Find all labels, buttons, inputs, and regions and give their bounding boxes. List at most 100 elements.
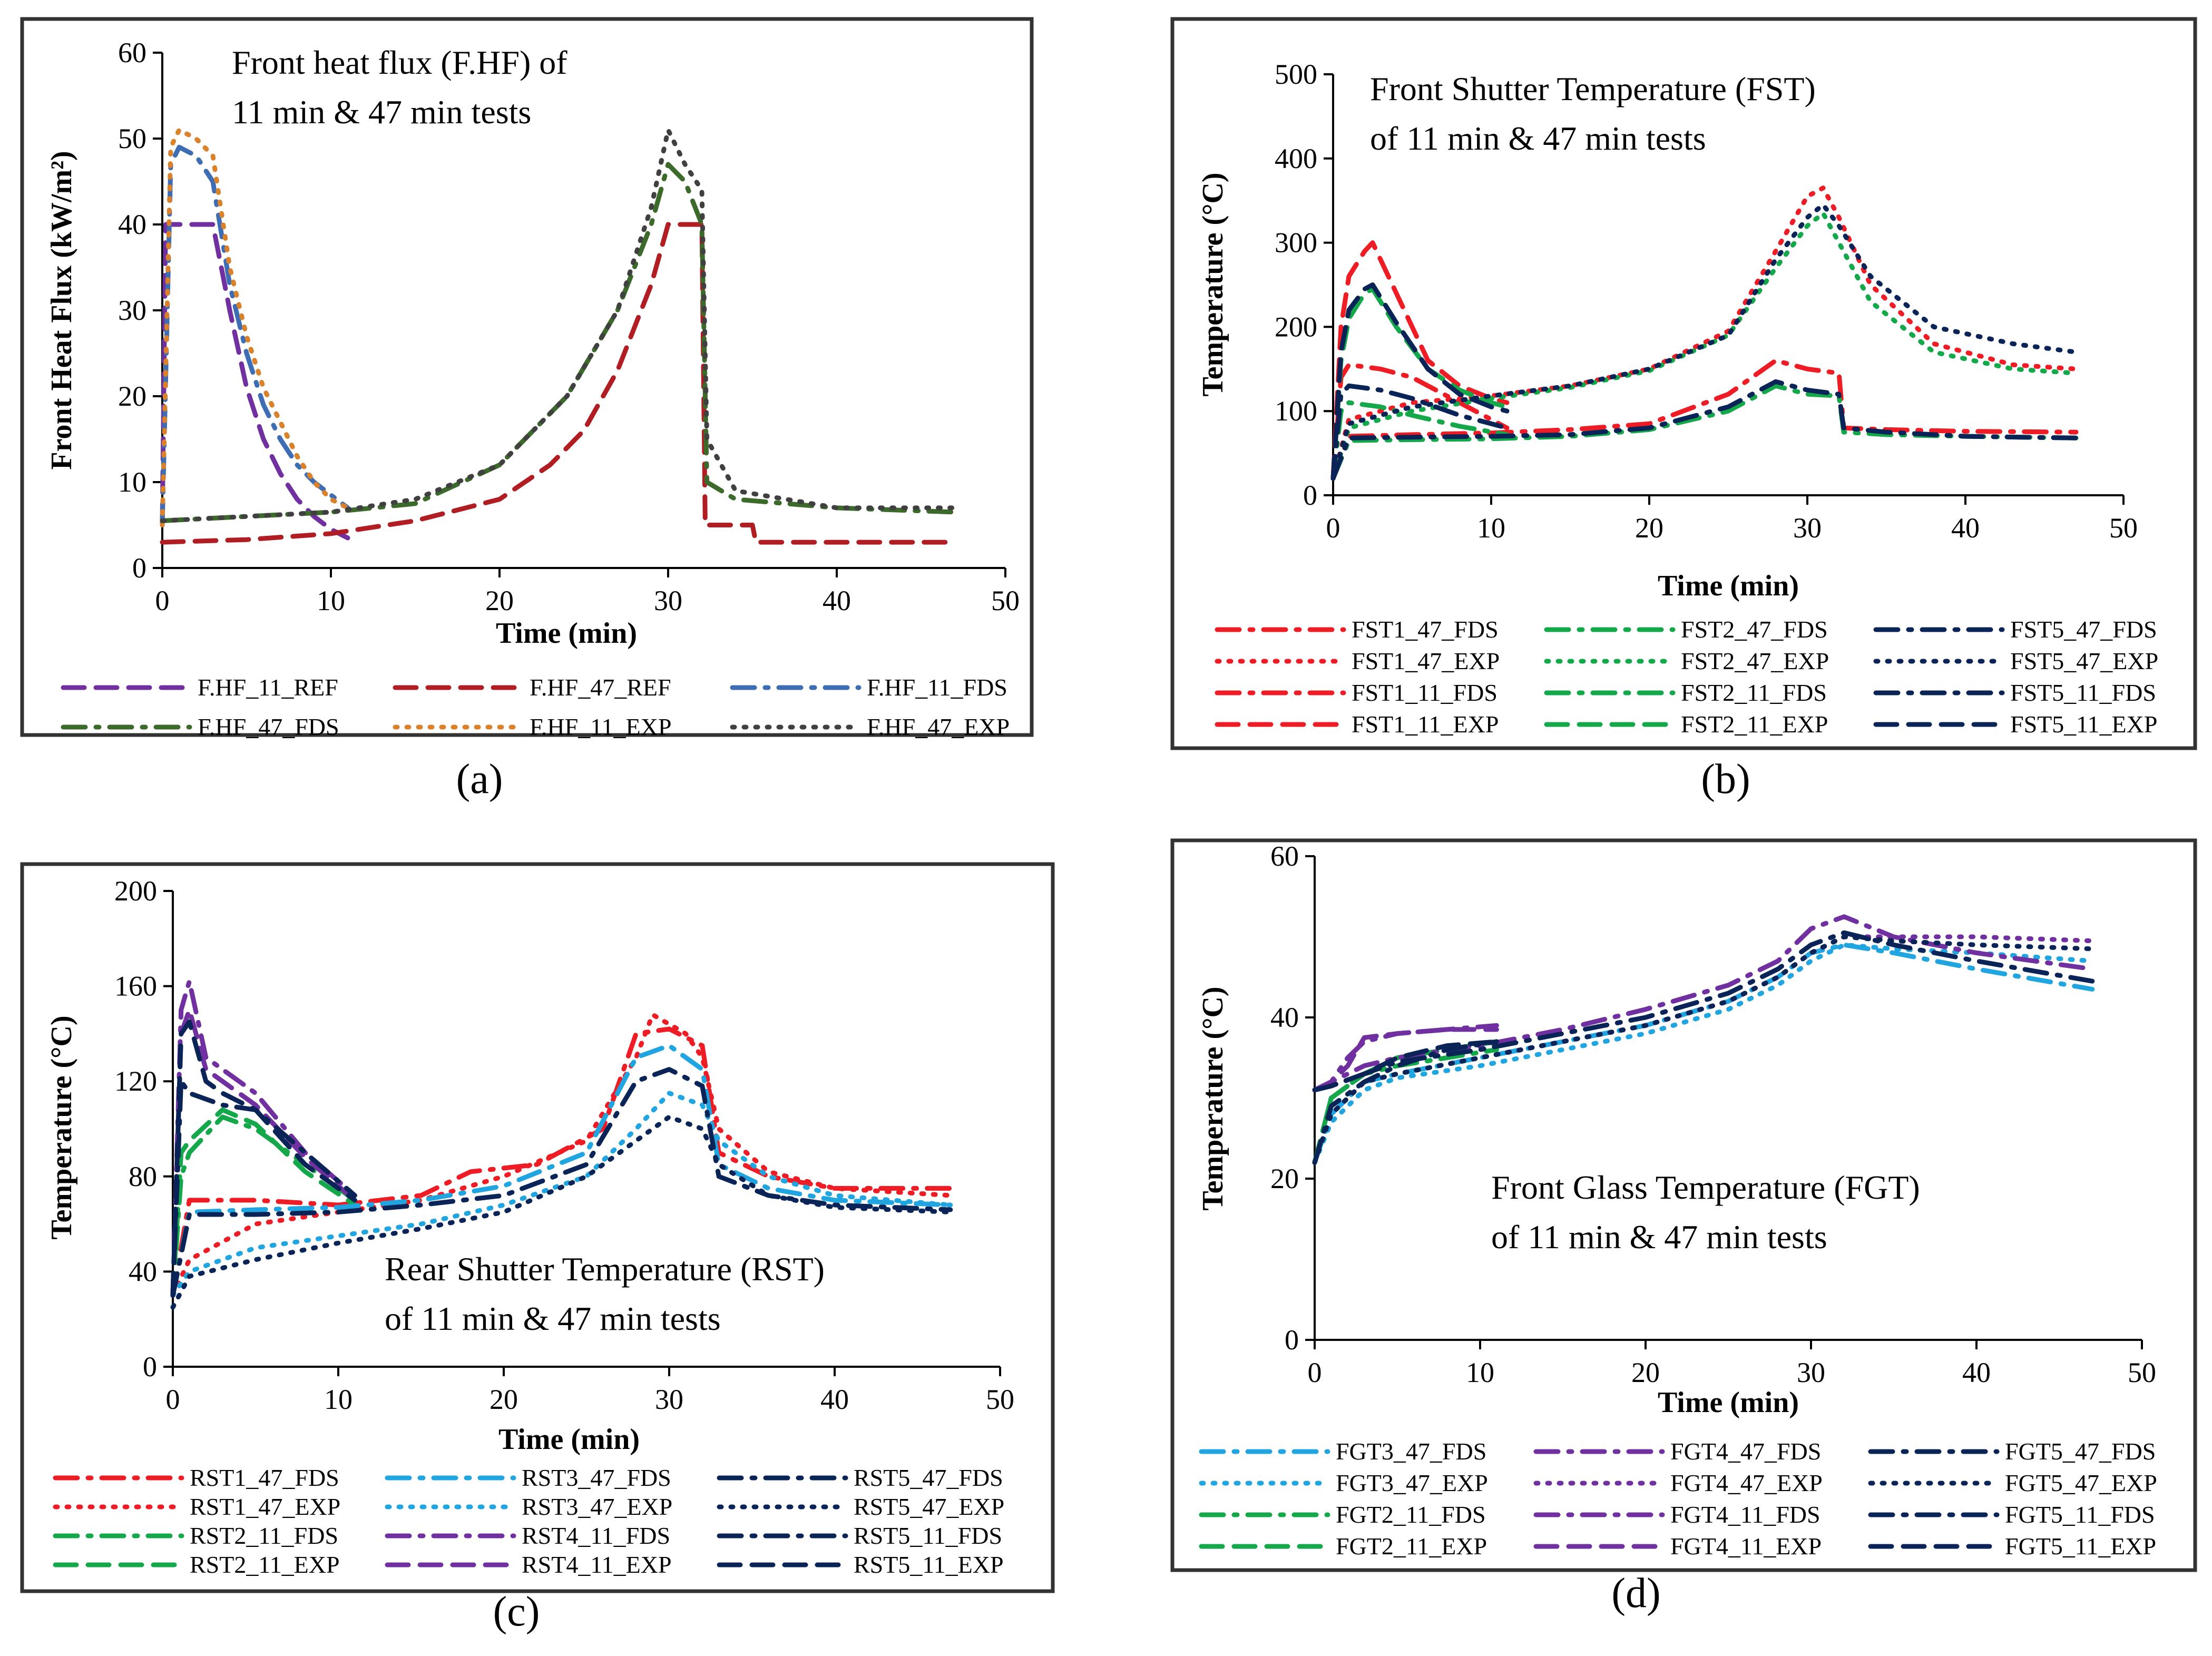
y-tick-label: 400 — [1275, 143, 1317, 174]
legend-label: F.HF_11_REF — [198, 674, 338, 701]
x-axis-title: Time (min) — [1658, 570, 1799, 602]
x-tick-label: 50 — [986, 1384, 1014, 1415]
chart-annotation: of 11 min & 47 min tests — [385, 1300, 721, 1337]
x-tick-label: 40 — [1951, 512, 1980, 544]
series-line-F.HF_11_EXP — [160, 128, 350, 527]
y-tick-label: 0 — [132, 552, 146, 584]
series-line-RST4_11_FDS — [170, 979, 357, 1298]
series-line-FST1_47_EXP — [1330, 185, 2079, 481]
y-tick-label: 20 — [118, 380, 146, 412]
series-line-RST3_47_FDS — [170, 1043, 953, 1298]
x-tick-label: 30 — [654, 585, 682, 616]
series-line-FGT5_11_EXP — [1312, 1039, 1499, 1093]
legend-label: FST5_47_EXP — [2010, 648, 2158, 674]
legend-label: FGT4_11_EXP — [1670, 1533, 1822, 1560]
x-tick-label: 10 — [1466, 1357, 1494, 1388]
x-tick-label: 10 — [1477, 512, 1505, 544]
y-axis-title: Temperature (°C) — [45, 1015, 78, 1239]
series-line-F.HF_11_FDS — [160, 144, 350, 527]
legend-label: FGT5_11_EXP — [2005, 1533, 2156, 1560]
legend-label: RST4_11_FDS — [522, 1522, 670, 1549]
y-axis-title: Temperature (°C) — [1197, 172, 1229, 396]
y-tick-label: 40 — [129, 1256, 157, 1287]
panel-frame — [20, 17, 1034, 737]
x-tick-label: 50 — [2109, 512, 2138, 544]
legend-label: RST3_47_EXP — [522, 1493, 672, 1520]
x-axis-title: Time (min) — [498, 1423, 640, 1456]
y-tick-label: 0 — [143, 1351, 157, 1383]
x-tick-label: 0 — [1308, 1357, 1322, 1388]
legend-label: FGT2_11_EXP — [1336, 1533, 1487, 1560]
y-tick-label: 10 — [118, 466, 146, 498]
series-line-FGT5_11_FDS — [1312, 1039, 1499, 1165]
y-tick-label: 0 — [1285, 1324, 1299, 1356]
x-tick-label: 10 — [324, 1384, 353, 1415]
y-tick-label: 300 — [1275, 227, 1317, 259]
x-tick-label: 10 — [317, 585, 345, 616]
legend-label: FGT5_11_FDS — [2005, 1501, 2155, 1528]
legend-label: F.HF_47_FDS — [198, 713, 339, 740]
series-line-FST5_11_FDS — [1330, 383, 1510, 481]
chart-annotation: of 11 min & 47 min tests — [1491, 1218, 1827, 1256]
series-line-F.HF_47_REF — [160, 222, 957, 545]
series-line-FST2_47_EXP — [1330, 211, 2079, 481]
x-tick-label: 20 — [1631, 1357, 1660, 1388]
legend-label: FST1_47_EXP — [1352, 648, 1500, 674]
legend-label: FGT5_47_FDS — [2005, 1438, 2156, 1465]
series-line-FGT4_47_EXP — [1312, 934, 2095, 1165]
chart-annotation: Front heat flux (F.HF) of — [232, 44, 567, 81]
legend-label: RST2_11_EXP — [190, 1551, 340, 1578]
chart-panel-b: 0 100 200 300 400 500 0 10 20 30 40 50 Time (min) Tem… — [1170, 17, 2197, 750]
series-line-RST1_47_EXP — [170, 1012, 953, 1298]
series-line-FGT5_47_FDS — [1312, 930, 2095, 1093]
x-tick-label: 30 — [655, 1384, 683, 1415]
panel-frame — [20, 862, 1055, 1593]
series-line-FST1_11_EXP — [1330, 240, 1510, 481]
y-tick-label: 30 — [118, 295, 146, 326]
panel-label: (c) — [493, 1589, 540, 1635]
panel-frame — [1170, 17, 2197, 750]
legend-label: FGT4_11_FDS — [1670, 1501, 1821, 1528]
legend-label: FST1_47_FDS — [1352, 616, 1499, 643]
series-line-RST5_47_EXP — [170, 1114, 953, 1310]
y-tick-label: 60 — [1270, 840, 1299, 872]
x-tick-label: 30 — [1797, 1357, 1825, 1388]
series-line-FST5_47_EXP — [1330, 202, 2079, 481]
y-tick-label: 20 — [1270, 1163, 1299, 1194]
x-tick-label: 20 — [1635, 512, 1663, 544]
legend-label: F.HF_47_EXP — [867, 713, 1010, 740]
legend-label: FGT3_47_EXP — [1336, 1469, 1488, 1496]
x-tick-label: 20 — [490, 1384, 518, 1415]
legend-label: FST2_47_EXP — [1681, 648, 1829, 674]
series-line-FGT4_47_FDS — [1312, 914, 2095, 1093]
series-line-FGT4_11_EXP — [1312, 1027, 1499, 1093]
legend-label: RST2_11_FDS — [190, 1522, 338, 1549]
y-tick-label: 200 — [1275, 311, 1317, 342]
y-axis-title: Temperature (°C) — [1197, 986, 1229, 1210]
series-line-FGT5_47_EXP — [1312, 934, 2095, 1165]
y-tick-label: 160 — [114, 971, 157, 1002]
x-tick-label: 30 — [1793, 512, 1822, 544]
series-line-FGT3_47_EXP — [1312, 942, 2095, 1165]
legend-label: FGT3_47_FDS — [1336, 1438, 1486, 1465]
legend-label: RST1_47_EXP — [190, 1493, 340, 1520]
series-line-RST2_11_EXP — [170, 1107, 357, 1298]
y-tick-label: 0 — [1303, 479, 1317, 511]
y-tick-label: 40 — [118, 209, 146, 240]
legend-label: F.HF_47_REF — [530, 674, 671, 701]
series-line-RST1_47_FDS — [170, 1026, 953, 1298]
legend-label: RST3_47_FDS — [522, 1464, 671, 1491]
chart-panel-a: 0 10 20 30 40 50 60 0 10 20 30 40 50 Time (min) Front … — [20, 17, 1034, 740]
x-tick-label: 0 — [155, 585, 170, 616]
y-tick-label: 200 — [114, 875, 157, 907]
legend-label: RST5_11_EXP — [854, 1551, 1004, 1578]
x-axis-title: Time (min) — [1658, 1386, 1799, 1419]
chart-annotation: of 11 min & 47 min tests — [1370, 120, 1706, 157]
legend-label: FST1_11_EXP — [1352, 711, 1499, 738]
legend-label: FST5_11_FDS — [2010, 679, 2156, 706]
y-tick-label: 100 — [1275, 395, 1317, 427]
series-line-RST5_11_FDS — [170, 1079, 357, 1298]
legend-label: FGT2_11_FDS — [1336, 1501, 1486, 1528]
series-line-F.HF_47_EXP — [160, 128, 957, 523]
legend-label: FST2_11_EXP — [1681, 711, 1828, 738]
